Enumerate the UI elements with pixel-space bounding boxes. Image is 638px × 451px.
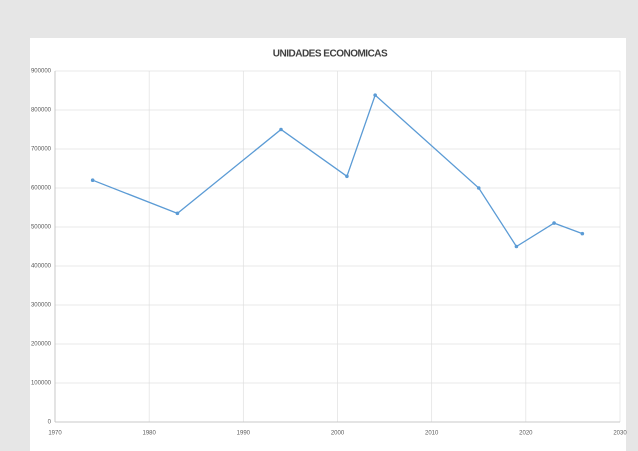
point	[552, 221, 556, 225]
point	[175, 211, 180, 216]
x-tick-label: 2030	[613, 431, 627, 437]
point	[345, 174, 349, 179]
x-tick-label: 1980	[142, 431, 156, 437]
y-tick-label: 600000	[31, 186, 52, 192]
x-tick-label: 2010	[425, 431, 439, 437]
chart-area	[30, 38, 626, 451]
y-tick-label: 900000	[31, 69, 52, 75]
point	[514, 244, 519, 249]
point	[279, 127, 283, 132]
point	[580, 231, 585, 236]
y-tick-label: 200000	[31, 342, 52, 348]
y-tick-label: 800000	[31, 108, 52, 114]
point	[90, 178, 95, 182]
point	[476, 186, 481, 190]
y-tick-label: 300000	[31, 303, 52, 309]
point	[373, 93, 377, 97]
chart-title: UNIDADES ECONOMICAS	[273, 49, 388, 60]
y-tick-label: 100000	[31, 381, 52, 387]
y-tick-label: 700000	[31, 147, 52, 153]
x-tick-label: 2000	[331, 431, 345, 437]
y-tick-label: 400000	[31, 264, 52, 270]
x-tick-label: 1970	[48, 431, 62, 437]
x-tick-label: 1990	[237, 431, 251, 437]
y-tick-label: 0	[48, 420, 52, 426]
x-tick-label: 2020	[519, 431, 533, 437]
y-tick-label: 500000	[31, 225, 52, 231]
